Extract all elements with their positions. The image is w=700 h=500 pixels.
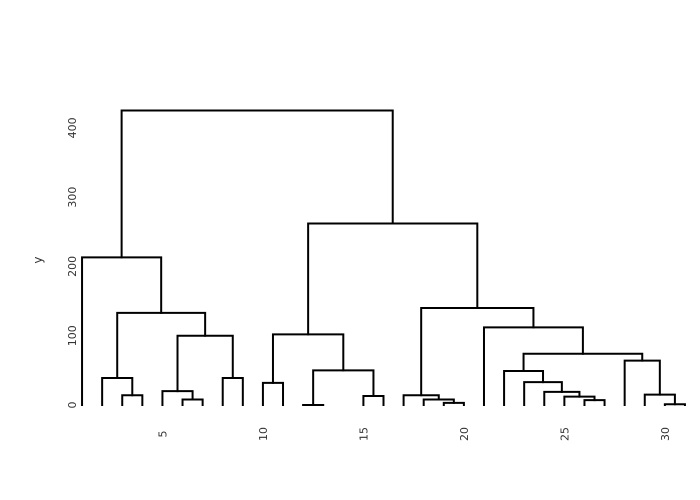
dendrogram-link — [221, 376, 244, 406]
y-tick-label: 100 — [66, 325, 79, 346]
dendrogram-link — [161, 390, 194, 406]
y-tick-label: 400 — [66, 117, 79, 138]
dendrogram-link — [307, 222, 479, 336]
x-tick-label: 5 — [156, 431, 169, 438]
dendrogram-link — [120, 109, 394, 259]
x-tick-label: 20 — [458, 427, 471, 441]
dendrogram-link — [312, 369, 375, 406]
dendrogram-link — [116, 311, 207, 379]
dendrogram-link — [121, 394, 144, 406]
dendrogram-link — [623, 359, 661, 406]
dendrogram-link — [261, 381, 285, 406]
dendrogram-link — [482, 326, 584, 406]
x-tick-label: 15 — [357, 427, 370, 441]
dendrogram-link — [271, 333, 345, 384]
dendrogram-link — [420, 307, 535, 397]
dendrogram-link — [543, 390, 581, 406]
y-tick-label: 200 — [66, 256, 79, 277]
y-axis-label: y — [31, 256, 45, 263]
dendrogram-link — [101, 376, 134, 406]
x-tick-label: 25 — [558, 427, 571, 441]
y-tick-label: 0 — [66, 402, 79, 409]
y-tick-labels: 0 100 200 300 400 — [66, 117, 79, 408]
dendrogram-link — [176, 334, 234, 393]
dendrogram-link — [362, 394, 385, 406]
dendrogram-link — [523, 381, 563, 406]
x-tick-label: 30 — [659, 427, 672, 441]
x-tick-label: 10 — [257, 427, 270, 441]
dendrogram-branches — [81, 109, 686, 406]
y-tick-label: 300 — [66, 187, 79, 208]
dendrogram-link — [81, 256, 163, 406]
x-tick-labels: 5 10 15 20 25 30 — [156, 427, 671, 441]
